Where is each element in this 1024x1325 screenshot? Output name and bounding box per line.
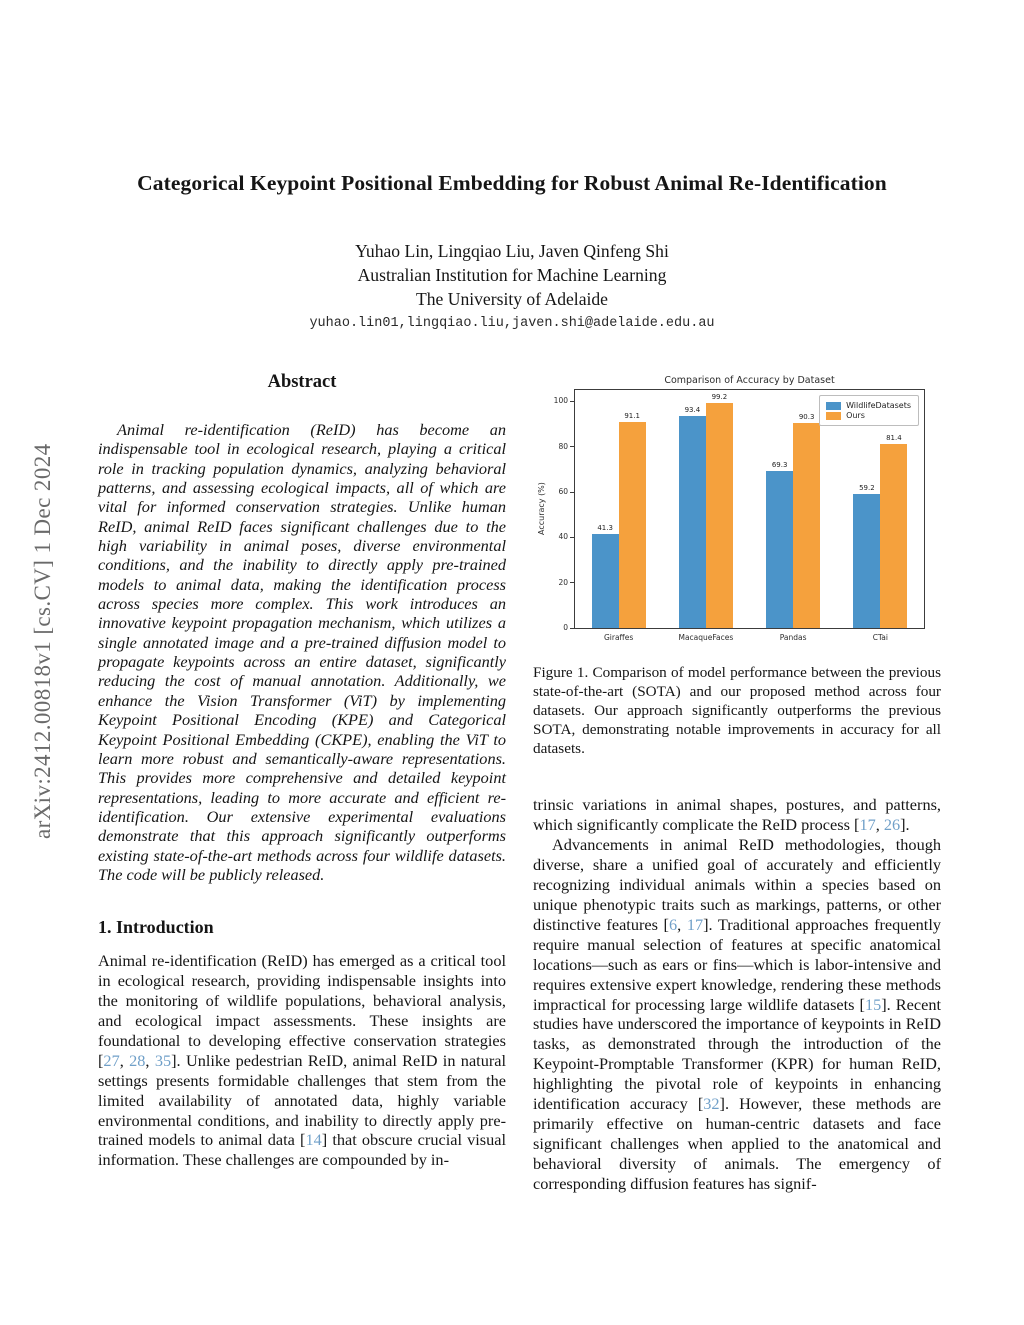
y-tick-mark [570, 446, 574, 448]
text-run: trinsic variations in animal shapes, pos… [533, 795, 941, 835]
legend-label: Ours [846, 411, 865, 420]
citation-link[interactable]: 14 [305, 1130, 322, 1150]
legend-row: WildlifeDatasets [826, 401, 911, 410]
arxiv-banner: arXiv:2412.00818v1 [cs.CV] 1 Dec 2024 [30, 443, 55, 839]
bar-wildlifedatasets-macaquefaces [678, 416, 706, 628]
y-tick-mark [570, 582, 574, 584]
y-tick-label: 60 [558, 487, 568, 496]
abstract-heading: Abstract [267, 372, 337, 392]
bar-value-label: 90.3 [798, 413, 815, 422]
citation-link[interactable]: 26 [883, 815, 901, 835]
section-heading-introduction: 1. Introduction [98, 917, 214, 938]
text-run: , [677, 914, 687, 934]
bar-wildlifedatasets-ctai [853, 493, 881, 628]
figure1-chart: Comparison of Accuracy by Dataset Accura… [534, 372, 934, 650]
figure1-caption: Figure 1. Comparison of model performanc… [533, 664, 941, 758]
chart-plot: 0 20 40 60 80 100 41.3 91.1 Giraffes 93.4 99.2 Maca… [554, 389, 925, 642]
text-run: ] that obscure crucial visual informatio… [98, 1130, 506, 1170]
abstract-text: Animal re-identification (ReID) has beco… [98, 420, 506, 884]
introduction-paragraph: Animal re-identification (ReID) has emer… [98, 951, 506, 1170]
citation-link[interactable]: 17 [686, 914, 704, 934]
bar-value-label: 91.1 [624, 411, 640, 420]
bar-ours-ctai [880, 443, 908, 628]
chart-title: Comparison of Accuracy by Dataset [664, 375, 835, 386]
y-tick-mark [570, 400, 574, 402]
text-run: Advancements in animal ReID methodologie… [533, 835, 941, 934]
bar-value-label: 69.3 [771, 460, 788, 469]
citation-link[interactable]: 35 [154, 1050, 172, 1070]
text-run: ]. However, these methods are primarily … [533, 1094, 941, 1193]
y-tick-label: 100 [553, 396, 568, 406]
bar-value-label: 81.4 [886, 433, 902, 442]
affiliation: Australian Institution for Machine Learn… [357, 265, 667, 286]
y-tick-mark [570, 536, 574, 538]
text-run: ]. [900, 815, 910, 835]
x-tick-label: Pandas [779, 633, 807, 642]
bar-ours-macaquefaces [705, 403, 733, 628]
page-title: Categorical Keypoint Positional Embeddin… [137, 171, 887, 195]
x-tick-label: Giraffes [603, 633, 634, 642]
y-tick-label: 0 [563, 623, 568, 632]
y-tick-label: 80 [558, 441, 568, 451]
y-tick-label: 20 [558, 577, 568, 587]
text-run: Animal re-identification (ReID) has emer… [98, 951, 506, 1070]
bar-ours-giraffes [618, 421, 646, 628]
left-column: Abstract Animal re-identification (ReID)… [98, 372, 506, 1170]
bar-value-label: 99.2 [711, 393, 728, 402]
author-names: Yuhao Lin, Lingqiao Liu, Javen Qinfeng S… [355, 241, 669, 261]
citation-link[interactable]: 27 [103, 1050, 120, 1070]
x-tick-label: CTai [872, 633, 888, 642]
x-tick-label: MacaqueFaces [678, 633, 734, 642]
authors-block: Yuhao Lin, Lingqiao Liu, Javen Qinfeng S… [92, 239, 932, 312]
citation-link[interactable]: 28 [129, 1050, 146, 1070]
chart-legend: WildlifeDatasets Ours [819, 395, 919, 426]
bar-value-label: 59.2 [859, 483, 875, 492]
legend-swatch-wildlifedatasets [826, 401, 842, 410]
right-paragraph-2: Advancements in animal ReID methodologie… [533, 835, 941, 1193]
text-run: ]. Recent studies have underscored the i… [533, 994, 941, 1114]
y-tick-label: 40 [558, 532, 568, 542]
bar-value-label: 93.4 [684, 406, 701, 415]
right-column: Comparison of Accuracy by Dataset Accura… [533, 372, 941, 1194]
legend-swatch-ours [826, 411, 842, 420]
y-tick-mark [570, 627, 574, 629]
text-run: ]. Unlike pedestrian ReID, animal ReID i… [98, 1050, 507, 1150]
citation-link[interactable]: 6 [668, 914, 678, 934]
right-paragraph-1: trinsic variations in animal shapes, pos… [533, 795, 941, 835]
text-run: , [119, 1050, 130, 1070]
citation-link[interactable]: 17 [859, 815, 876, 835]
text-run: , [875, 815, 884, 835]
legend-row: Ours [826, 411, 911, 420]
text-run: , [145, 1050, 155, 1070]
text-run: ]. Traditional approaches frequently req… [533, 914, 941, 1014]
bar-wildlifedatasets-giraffes [591, 534, 619, 628]
bar-value-label: 41.3 [597, 524, 613, 533]
author-emails: yuhao.lin01,lingqiao.liu,javen.shi@adela… [309, 316, 715, 331]
citation-link[interactable]: 32 [703, 1094, 720, 1114]
chart-y-axis-label: Accuracy (%) [537, 482, 546, 536]
citation-link[interactable]: 15 [864, 994, 882, 1014]
bar-wildlifedatasets-pandas [766, 470, 794, 628]
bar-ours-pandas [793, 423, 821, 628]
legend-label: WildlifeDatasets [846, 401, 911, 410]
university: The University of Adelaide [415, 289, 608, 310]
y-tick-mark [570, 491, 574, 493]
